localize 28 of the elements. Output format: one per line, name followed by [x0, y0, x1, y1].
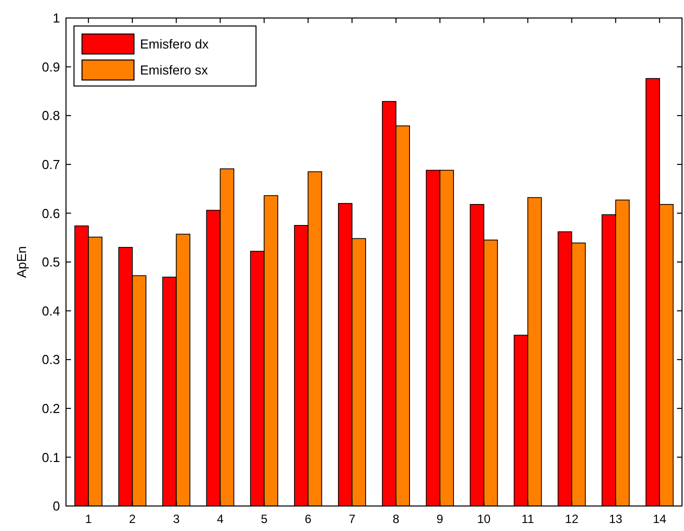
y-tick-label: 0.1: [42, 450, 60, 465]
y-tick-label: 0: [52, 498, 60, 514]
y-axis-title: ApEn: [14, 246, 29, 278]
y-tick-label: 0.2: [42, 400, 60, 416]
x-tick-label: 9: [436, 512, 444, 526]
y-tick-label: 0.5: [42, 254, 60, 270]
x-tick-label: 14: [652, 512, 667, 526]
y-tick-label: 0.3: [42, 352, 60, 368]
x-tick-label: 2: [129, 512, 136, 526]
x-tick-label: 4: [216, 512, 224, 526]
x-tick-label: 6: [304, 512, 312, 526]
y-tick-label: 0.4: [42, 303, 60, 318]
y-tick-label: 0.9: [42, 59, 60, 74]
x-tick-label: 10: [477, 512, 491, 526]
legend-label: Emisfero dx: [140, 36, 210, 52]
x-tick-label: 3: [172, 512, 180, 526]
x-tick-label: 8: [392, 512, 400, 526]
x-tick-label: 13: [608, 512, 623, 526]
x-tick-label: 7: [348, 512, 356, 526]
y-tick-label: 0.6: [42, 206, 60, 221]
x-tick-label: 1: [85, 512, 92, 526]
x-tick-label: 12: [565, 512, 579, 526]
x-tick-label: 5: [260, 512, 268, 526]
x-tick-label: 11: [522, 512, 534, 526]
y-tick-label: 0.8: [42, 108, 60, 124]
y-tick-label: 1: [52, 10, 60, 26]
legend-label: Emisfero sx: [140, 62, 208, 78]
y-tick-label: 0.7: [42, 156, 60, 172]
